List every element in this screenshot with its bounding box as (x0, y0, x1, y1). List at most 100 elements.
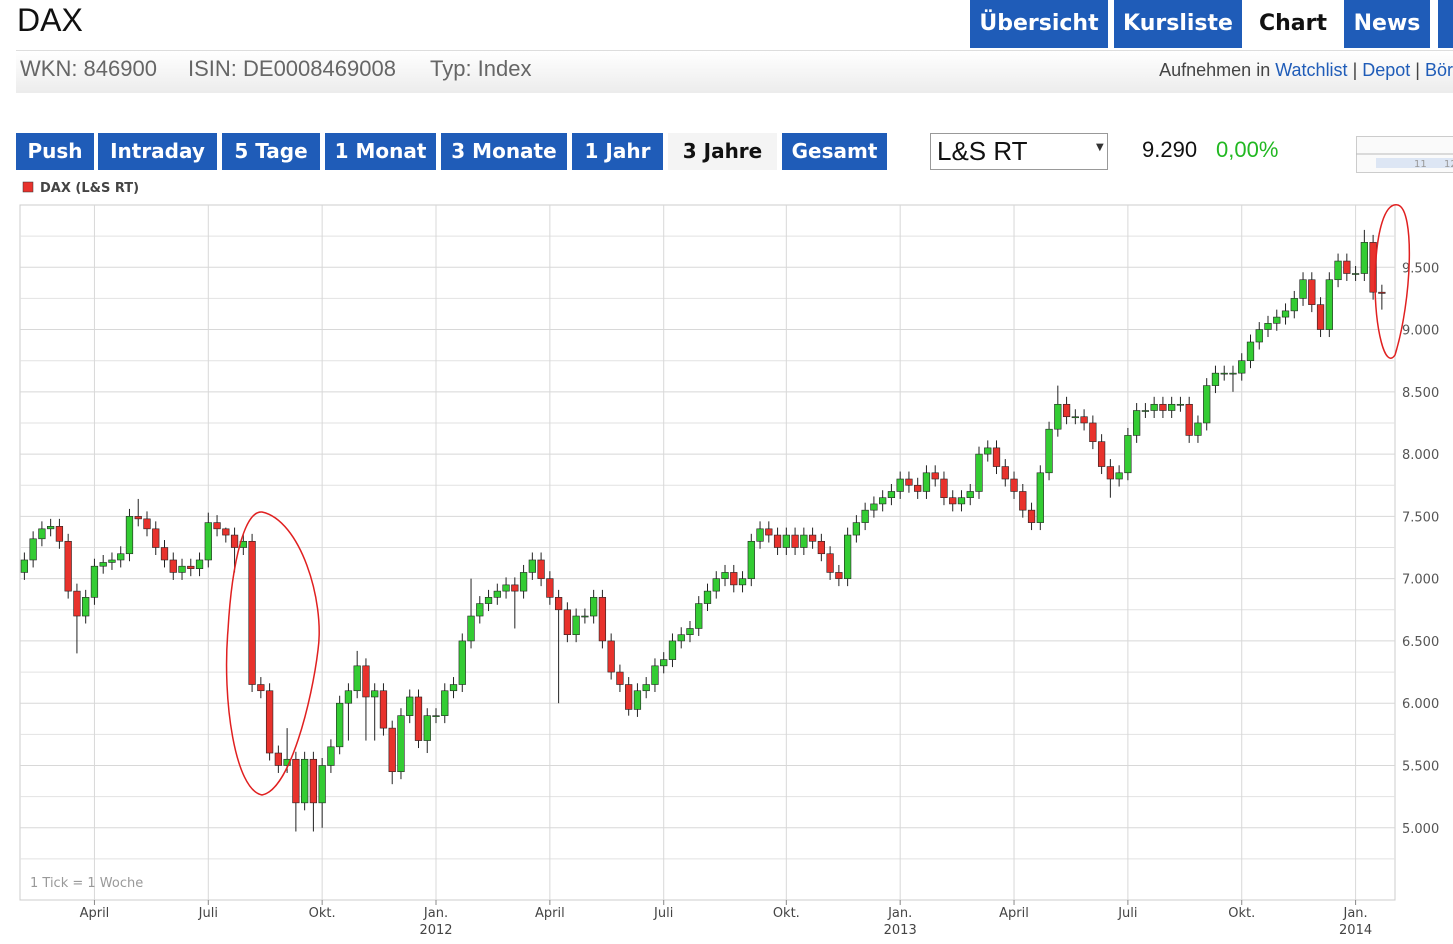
candle-body (642, 684, 650, 692)
period-button[interactable]: Intraday (98, 133, 217, 170)
tab[interactable]: Übersicht (970, 0, 1108, 48)
candle-body (773, 534, 782, 548)
candle-body (248, 540, 256, 685)
candle-body (554, 597, 563, 611)
candle-body (1290, 298, 1298, 312)
link[interactable]: Watchlist (1275, 60, 1348, 80)
candle-body (843, 534, 852, 579)
y-tick-label: 8.500 (1402, 386, 1439, 401)
candle-body (1238, 360, 1246, 374)
candle-body (502, 584, 510, 592)
exchange-select[interactable]: L&S RT (930, 133, 1108, 170)
candle-body (703, 590, 712, 604)
period-button[interactable]: 3 Monate (441, 133, 567, 170)
candle-body (230, 534, 239, 548)
candle-body (125, 516, 134, 555)
candle-body (222, 528, 230, 536)
candle-body (1369, 242, 1377, 293)
candle-body (441, 690, 449, 716)
candle-body (1106, 466, 1114, 480)
link[interactable]: Bör (1424, 60, 1453, 80)
period-button[interactable]: 1 Jahr (572, 133, 663, 170)
candle-body (187, 565, 195, 569)
x-tick-label: Okt. (773, 906, 800, 921)
candle-body (1115, 472, 1123, 480)
x-tick-label: April (535, 906, 565, 921)
candle-body (922, 472, 931, 492)
candle-body (808, 534, 817, 542)
candle-body (1325, 279, 1333, 330)
candle-body (1019, 491, 1027, 511)
candle-body (1211, 372, 1220, 386)
candle-body (1273, 316, 1281, 324)
candle-body (686, 628, 694, 636)
tab[interactable]: News (1344, 0, 1430, 48)
period-button[interactable]: 3 Jahre (668, 133, 777, 170)
candle-body (1185, 403, 1193, 436)
candle-body (274, 752, 282, 766)
candle-body (1124, 435, 1132, 474)
x-tick-label: April (80, 906, 110, 921)
tab[interactable]: Kursliste (1114, 0, 1242, 48)
candle-body (1316, 304, 1325, 330)
link-line: Aufnehmen in Watchlist | Depot | Bör (1159, 60, 1453, 80)
candle-body (160, 547, 169, 561)
y-tick-label: 5.500 (1402, 759, 1439, 774)
candle-body (143, 518, 151, 530)
candle-body (55, 526, 64, 542)
tab-partial[interactable] (1438, 0, 1453, 48)
period-button[interactable]: 5 Tage (222, 133, 320, 170)
candle-body (957, 497, 966, 505)
x-tick-label: April (999, 906, 1029, 921)
candle-body (362, 665, 370, 698)
x-tick-label: Jan. (1343, 906, 1368, 921)
y-tick-label: 5.000 (1402, 822, 1439, 837)
candle-body (1203, 385, 1211, 424)
candle-body (1194, 422, 1202, 436)
candle-body (388, 727, 396, 773)
link-prefix: Aufnehmen in (1159, 60, 1271, 80)
candle-body (336, 702, 344, 748)
candle-body (590, 597, 598, 617)
candle-body (423, 715, 431, 741)
candle-body (1264, 323, 1272, 330)
candle-body (651, 665, 659, 685)
period-button[interactable]: 1 Monat (325, 133, 436, 170)
link[interactable]: Depot (1362, 60, 1411, 80)
candle-body (782, 534, 790, 548)
period-button[interactable]: Push (16, 133, 94, 170)
x-tick-label: Juli (1117, 906, 1137, 921)
candle-body (38, 528, 46, 540)
candle-body (931, 472, 939, 480)
candle-body (108, 559, 116, 563)
candle-body (1062, 403, 1071, 418)
y-tick-label: 9.000 (1402, 324, 1439, 339)
change: 0,00% (1216, 137, 1279, 162)
candle-body (1080, 416, 1088, 424)
period-button[interactable]: Gesamt (782, 133, 887, 170)
candle-body (327, 746, 335, 766)
candle-body (406, 696, 414, 716)
candle-body (29, 538, 37, 561)
y-tick-label: 9.500 (1402, 261, 1439, 276)
candle-body (257, 684, 265, 692)
candle-body (835, 572, 843, 579)
candle-body (169, 559, 177, 573)
candle-body (905, 478, 913, 486)
select-arrow: ▼ (1096, 142, 1104, 153)
candle-body (1054, 403, 1062, 430)
tab[interactable]: Chart (1250, 0, 1336, 48)
candle-body (1281, 310, 1290, 318)
candle-body (309, 758, 318, 804)
candle-body (598, 597, 607, 642)
candle-body (712, 578, 720, 592)
candle-body (178, 565, 186, 573)
candle-body (1133, 410, 1141, 436)
thumbnail[interactable]: 11 12 (1356, 136, 1453, 174)
candle-body (371, 690, 379, 698)
candle-body (134, 516, 142, 520)
candle-body (292, 758, 300, 804)
candle-body (1255, 329, 1263, 343)
